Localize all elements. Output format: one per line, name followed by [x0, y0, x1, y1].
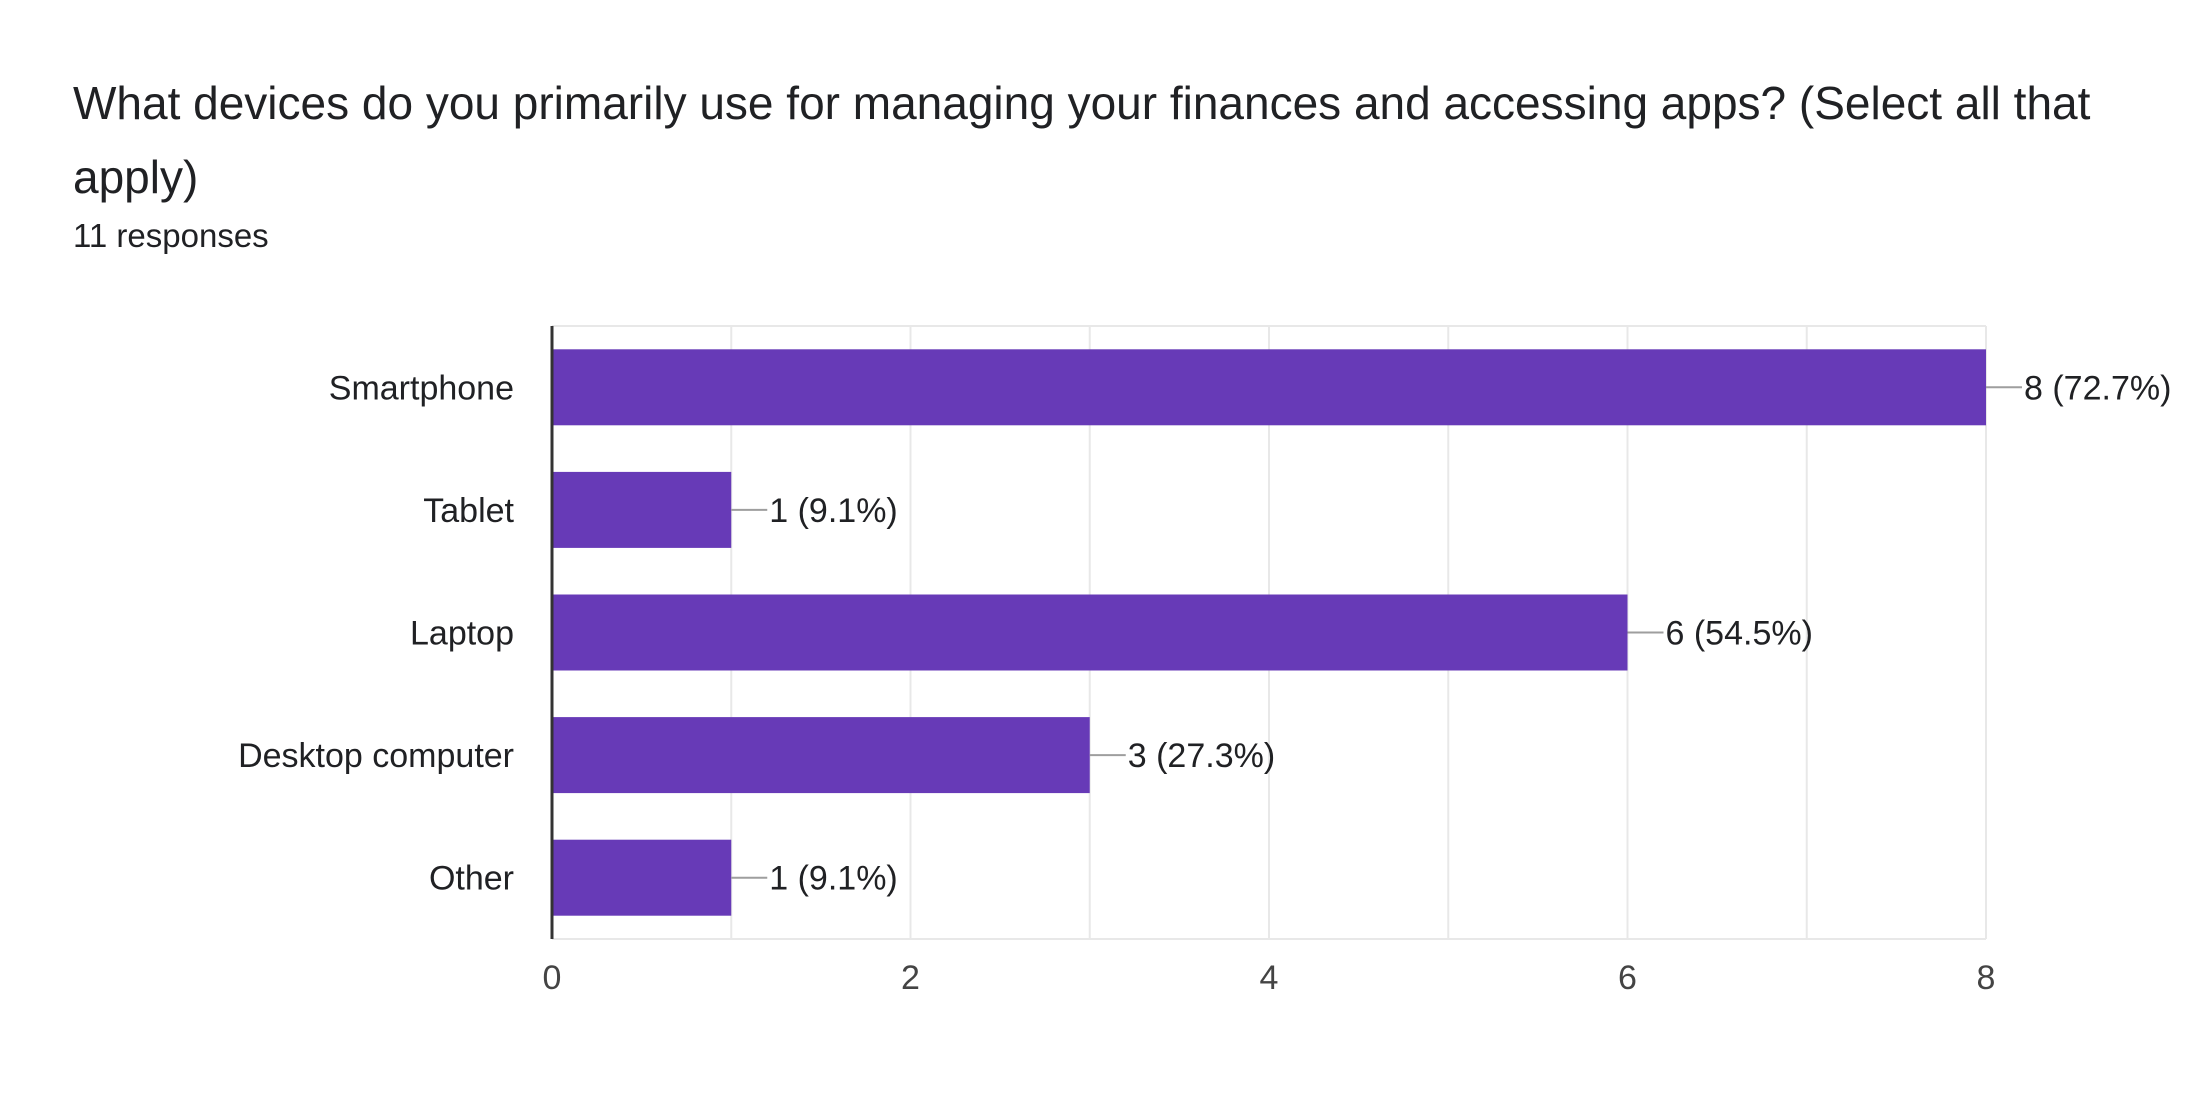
data-label: 1 (9.1%): [769, 492, 898, 530]
question-title: What devices do you primarily use for ma…: [73, 77, 2091, 203]
bar: [552, 717, 1090, 794]
response-count: 11 responses: [73, 217, 269, 254]
category-label: Tablet: [423, 492, 514, 530]
x-tick-label: 8: [1977, 959, 1996, 997]
data-label: 6 (54.5%): [1666, 615, 1813, 653]
category-label: Desktop computer: [238, 737, 514, 775]
x-tick-label: 2: [901, 959, 920, 997]
x-tick-label: 4: [1260, 959, 1279, 997]
category-label: Laptop: [410, 615, 514, 653]
bar: [552, 349, 1986, 426]
x-tick-label: 6: [1618, 959, 1637, 997]
category-label: Smartphone: [329, 369, 514, 407]
bar: [552, 839, 732, 916]
data-label: 8 (72.7%): [2024, 369, 2171, 407]
x-tick-label: 0: [543, 959, 562, 997]
data-label: 3 (27.3%): [1128, 737, 1275, 775]
category-label: Other: [429, 860, 514, 898]
bar: [552, 594, 1628, 671]
data-label: 1 (9.1%): [769, 860, 898, 898]
bar: [552, 471, 732, 548]
